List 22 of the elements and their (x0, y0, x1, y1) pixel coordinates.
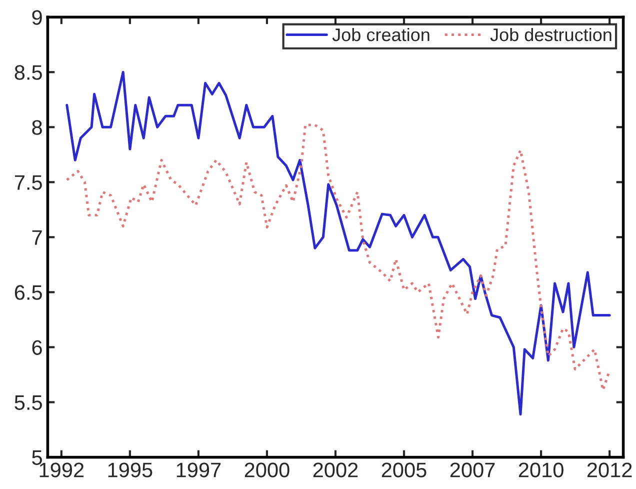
y-tick-label: 9 (32, 10, 42, 25)
legend-label: Job creation (332, 28, 430, 42)
y-tick-label: 6.5 (14, 285, 42, 300)
x-tick-label: 2000 (244, 462, 290, 478)
x-tick-label: 1997 (176, 462, 221, 478)
legend-label: Job destruction (490, 28, 612, 42)
line-series (66, 70, 611, 416)
x-tick-label: 1992 (40, 462, 84, 478)
x-tick-label: 2005 (382, 462, 426, 478)
x-tick-label: 2002 (313, 462, 358, 478)
y-tick-label: 6 (32, 340, 42, 355)
y-tick-label: 7 (32, 230, 42, 245)
x-tick-label: 2010 (518, 462, 564, 478)
x-tick-label: 2007 (450, 462, 495, 478)
x-tick-label: 1995 (108, 462, 152, 478)
x-tick-label: 2012 (587, 462, 632, 478)
y-tick-label: 5 (32, 450, 42, 465)
y-tick-label: 8.5 (14, 65, 42, 80)
line-series (66, 124, 611, 392)
y-tick-label: 5.5 (14, 395, 42, 410)
y-tick-label: 7.5 (14, 175, 42, 190)
y-tick-label: 8 (32, 120, 42, 135)
